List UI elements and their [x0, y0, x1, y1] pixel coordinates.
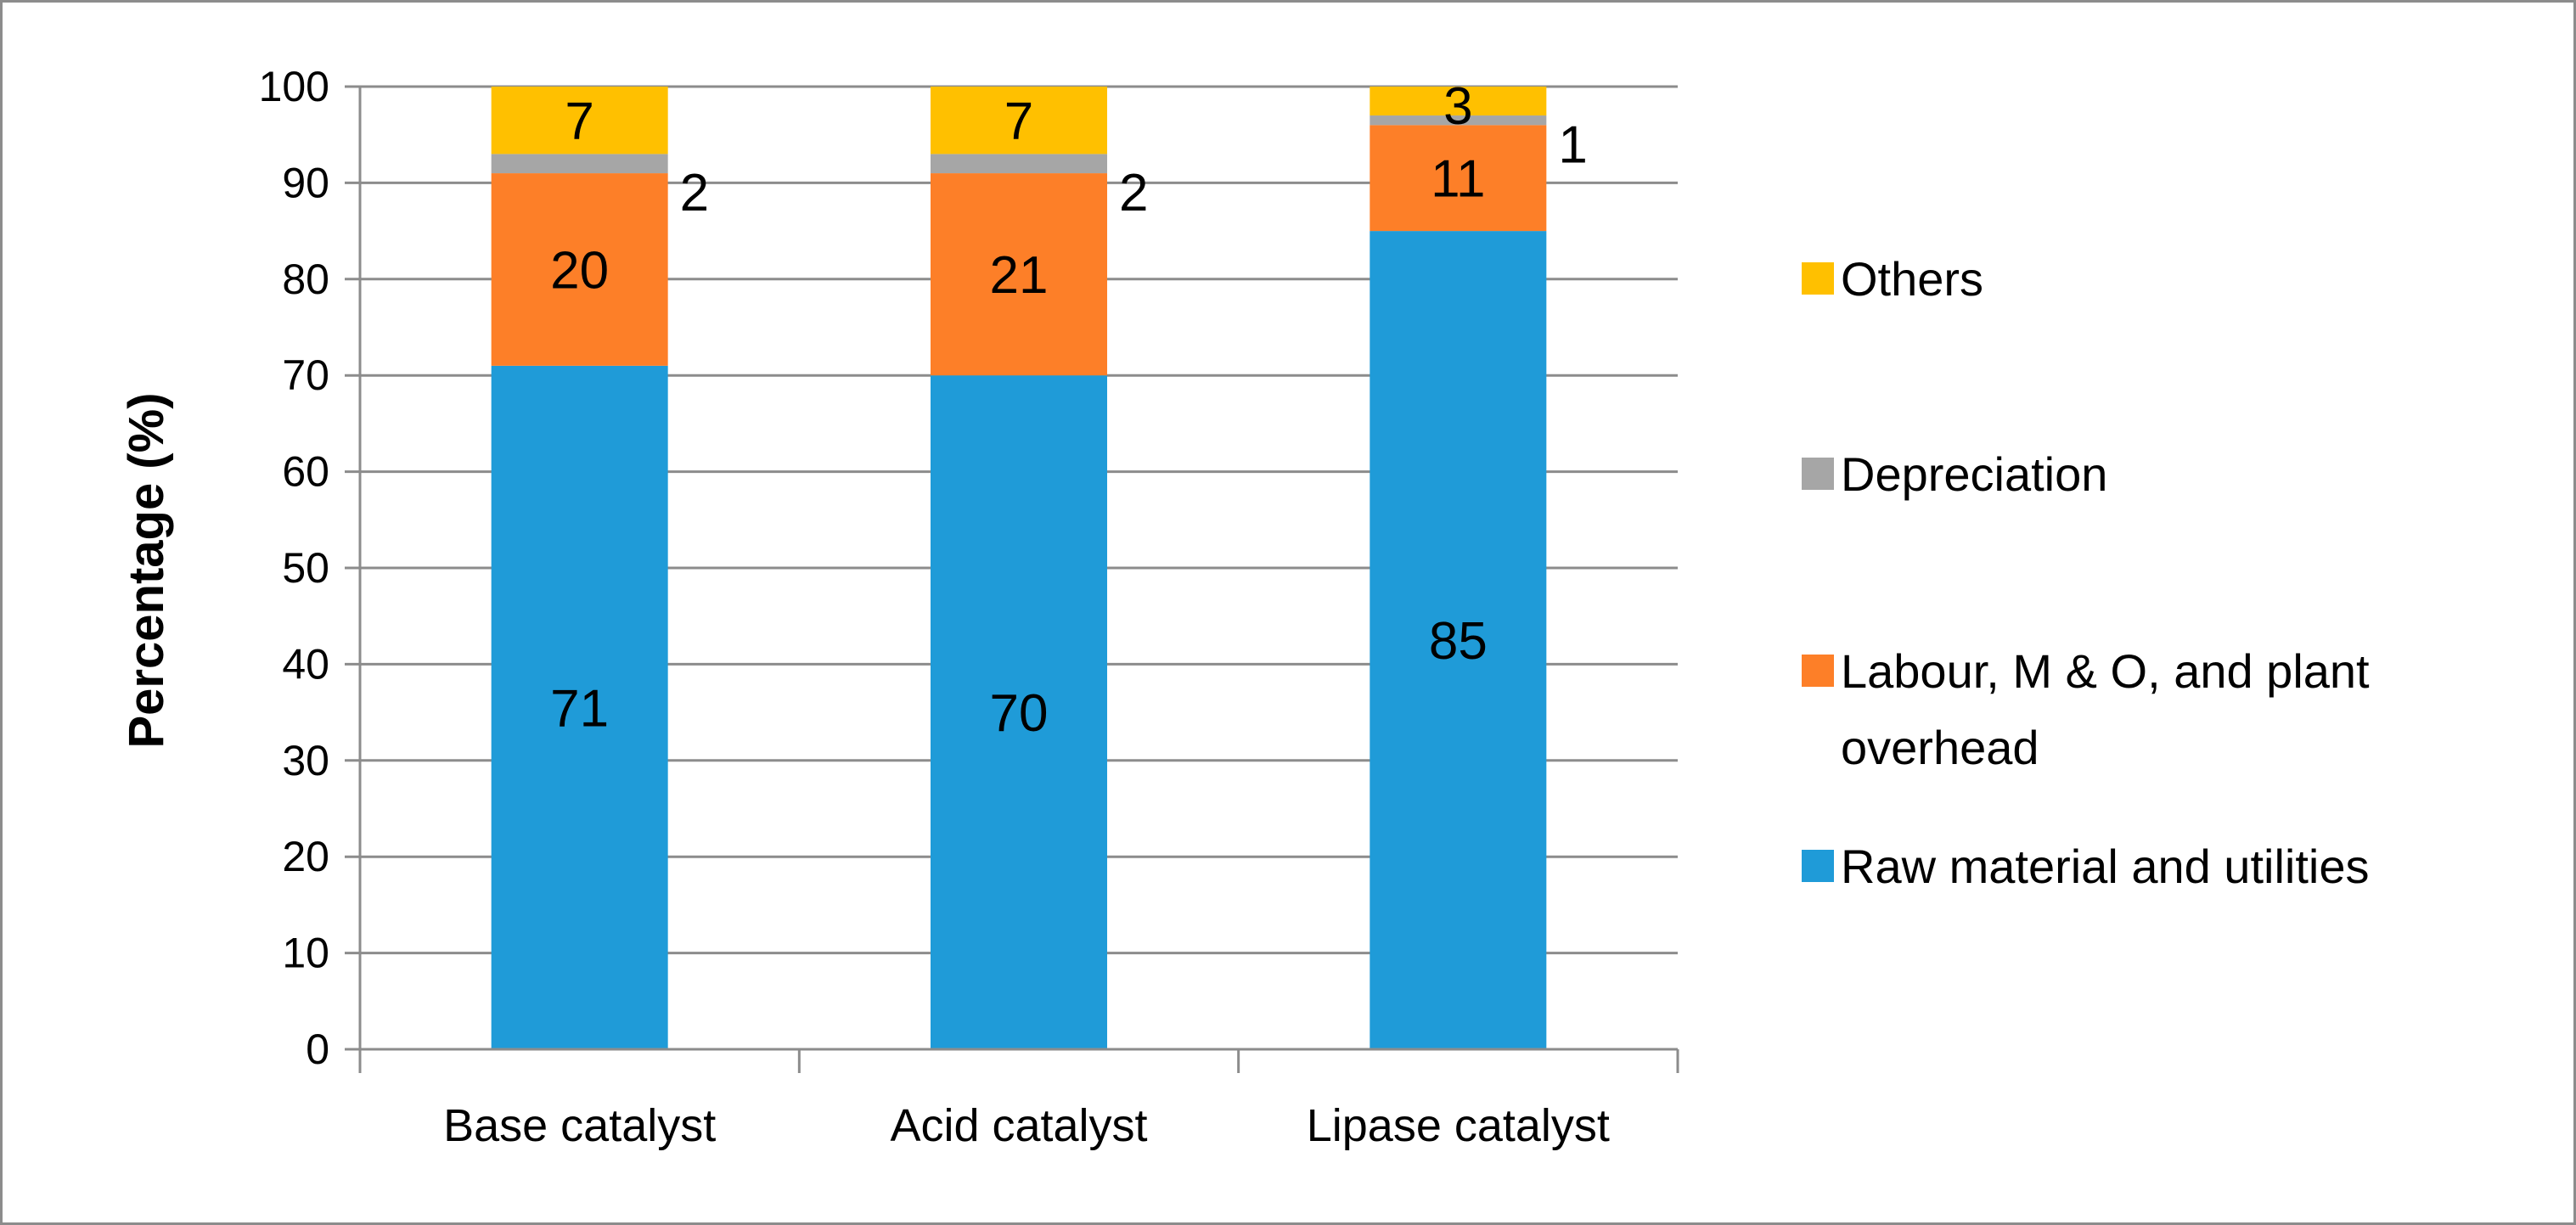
- bar-segment: [1370, 231, 1547, 1050]
- y-tick-label: 80: [282, 256, 329, 303]
- bar-segment: [931, 375, 1107, 1049]
- y-axis-title: Percentage (%): [119, 392, 174, 748]
- y-tick-label: 40: [282, 640, 329, 688]
- data-label: 7: [1004, 93, 1033, 151]
- legend-label: Depreciation: [1841, 447, 2107, 501]
- legend-label: Others: [1841, 252, 1983, 306]
- bar-segment: [491, 365, 668, 1049]
- bar-segment: [491, 87, 668, 155]
- data-label: 11: [1431, 150, 1485, 209]
- bar-segment: [1370, 115, 1547, 126]
- legend-swatch: [1802, 262, 1834, 295]
- category-labels: Base catalyst Acid catalyst Lipase catalys…: [443, 1100, 1610, 1151]
- legend-label: Labour, M & O, and plant overhead: [1841, 644, 2370, 774]
- bar-segment: [931, 87, 1107, 155]
- y-tick-label: 70: [282, 351, 329, 399]
- data-label: 3: [1443, 77, 1472, 136]
- y-tick-label: 30: [282, 737, 329, 784]
- legend-swatch: [1802, 458, 1834, 490]
- y-tick-label: 20: [282, 833, 329, 880]
- category-label: Lipase catalyst: [1307, 1100, 1610, 1151]
- category-label: Acid catalyst: [890, 1100, 1147, 1151]
- legend-label: Raw material and utilities: [1841, 840, 2369, 893]
- y-tick-label: 50: [282, 544, 329, 592]
- y-tick-label: 90: [282, 159, 329, 206]
- bars: [491, 87, 1547, 1050]
- y-tick-label: 0: [306, 1026, 329, 1073]
- axes: [345, 85, 1679, 1073]
- y-tick-label: 60: [282, 448, 329, 496]
- data-label: 7: [565, 93, 593, 151]
- y-tick-label: 100: [259, 63, 329, 110]
- bar-segment: [1370, 87, 1547, 116]
- data-label: 20: [550, 241, 609, 300]
- y-tick-labels: 0 10 20 30 40 50 60 70 80 90 100: [259, 63, 329, 1073]
- legend: Others Depreciation Labour, M & O, and pla…: [1802, 252, 2370, 893]
- bar-segment: [931, 173, 1107, 376]
- legend-swatch: [1802, 850, 1834, 882]
- bar-segment: [491, 154, 668, 174]
- legend-swatch: [1802, 655, 1834, 687]
- data-label: 1: [1558, 115, 1587, 174]
- data-label: 70: [990, 684, 1049, 743]
- data-label: 85: [1429, 612, 1488, 671]
- bar-segment: [931, 154, 1107, 174]
- category-label: Base catalyst: [443, 1100, 716, 1151]
- data-label: 2: [680, 164, 709, 222]
- data-label: 21: [990, 246, 1049, 305]
- bar-segment: [491, 173, 668, 366]
- bar-segment: [1370, 125, 1547, 232]
- y-tick-label: 10: [282, 930, 329, 977]
- data-label: 2: [1119, 164, 1148, 222]
- data-label: 71: [550, 679, 609, 738]
